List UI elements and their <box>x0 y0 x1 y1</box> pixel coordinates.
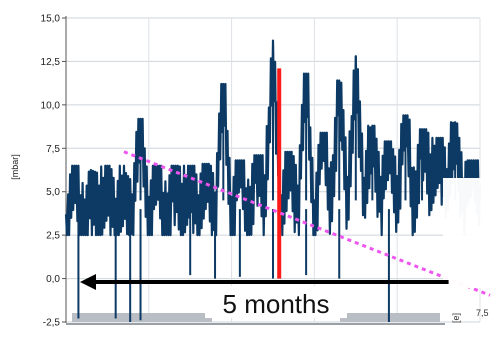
y-tick-label-5: 2,5 <box>46 231 60 242</box>
side-tick-label: 7,5 <box>476 308 489 318</box>
right-edge-label: [e] <box>451 313 461 323</box>
trend-area <box>123 150 491 297</box>
series-area <box>64 39 482 322</box>
y-tick-label-6: 0,0 <box>46 274 60 285</box>
overlay-panel <box>443 178 493 288</box>
annotation-arrow-head <box>80 274 96 291</box>
bottom-strip-segment-1 <box>340 313 440 322</box>
trend-line <box>123 150 491 297</box>
bottom-strip-segment-0 <box>72 313 212 322</box>
y-axis-label: [mbar] <box>10 154 20 180</box>
y-ticks: 15,0 12,5 10,0 7,5 5,0 2,5 0,0 -2,5 <box>41 14 66 329</box>
bottom-strip <box>66 313 445 325</box>
y-tick-label-2: 10,0 <box>41 100 61 111</box>
annotation-area: 5 months <box>80 274 449 319</box>
y-tick-label-3: 7,5 <box>46 144 60 155</box>
y-tick-label-4: 5,0 <box>46 187 60 198</box>
y-tick-label-1: 12,5 <box>41 57 61 68</box>
y-tick-label-0: 15,0 <box>41 14 61 25</box>
annotation-label: 5 months <box>223 289 330 319</box>
y-tick-label-7: -2,5 <box>43 318 61 329</box>
annotation-label-bg <box>205 286 347 319</box>
